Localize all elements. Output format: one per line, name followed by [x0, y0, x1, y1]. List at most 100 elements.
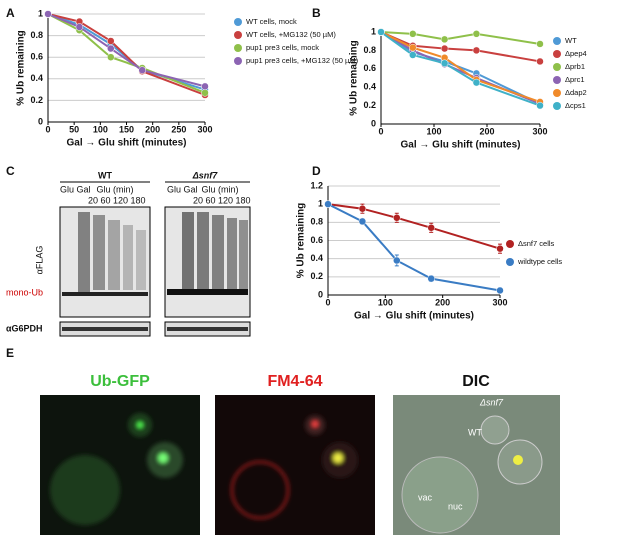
legend-marker [553, 63, 561, 71]
point [393, 214, 401, 222]
y-tick-label: 1 [38, 8, 43, 18]
x-tick-label: 100 [426, 126, 441, 136]
legend-label: pup1 pre3 cells, +MG132 (50 µM) [246, 56, 359, 65]
antibody-label: αFLAG [34, 246, 44, 275]
legend-marker [234, 31, 242, 39]
point [324, 200, 332, 208]
y-tick-label: 1 [371, 26, 376, 36]
panel-label: C [6, 164, 15, 178]
channel-label: FM4-64 [267, 373, 322, 390]
point [44, 10, 52, 18]
antibody-label: αG6PDH [6, 323, 43, 333]
point [440, 59, 449, 68]
point [377, 28, 385, 36]
x-tick-label: 0 [45, 124, 50, 134]
point [138, 66, 146, 74]
point [107, 37, 115, 45]
lane-label: Glu (min) [96, 184, 133, 194]
channel-label: Ub-GFP [90, 373, 150, 390]
point [472, 78, 481, 87]
cells [401, 415, 543, 534]
panel-label: E [6, 346, 14, 360]
x-tick-label: 200 [435, 297, 450, 307]
point [75, 23, 84, 31]
y-axis-label: % Ub remaining [296, 203, 307, 279]
legend-label: WT [565, 36, 577, 45]
point [536, 40, 544, 48]
legend-marker [553, 76, 561, 84]
lane-label: Glu Gal [167, 184, 198, 194]
point [536, 101, 544, 110]
y-tick-label: 0.8 [363, 45, 376, 55]
cell-label: nuc [448, 501, 463, 511]
point [107, 53, 115, 61]
point [107, 44, 115, 53]
blot-bands [62, 212, 248, 296]
legend-marker [234, 18, 242, 26]
y-tick-label: 0.2 [30, 95, 43, 105]
y-tick-label: 0 [318, 289, 323, 299]
point [496, 286, 504, 295]
legend-marker [553, 50, 561, 58]
point [358, 217, 367, 226]
lane-label: Glu (min) [201, 184, 238, 194]
y-tick-label: 0.8 [30, 30, 43, 40]
y-tick-label: 0.4 [310, 253, 323, 263]
x-tick-label: 50 [69, 124, 79, 134]
x-tick-label: 100 [93, 124, 108, 134]
point [472, 46, 481, 55]
point [496, 244, 504, 253]
cells [50, 413, 183, 525]
y-tick-label: 0.4 [363, 82, 376, 92]
legend-marker [234, 57, 242, 65]
y-axis-label: % Ub remaining [16, 30, 27, 106]
y-tick-label: 1.2 [310, 180, 323, 190]
y-tick-label: 0.8 [310, 217, 323, 227]
cell-label: vac [418, 492, 433, 502]
x-tick-label: 300 [532, 126, 547, 136]
point [393, 256, 401, 265]
point [440, 35, 449, 44]
legend-marker [506, 258, 514, 266]
cell-label: Δsnf7 [479, 397, 504, 407]
y-tick-label: 0 [371, 118, 376, 128]
x-tick-label: 0 [378, 126, 383, 136]
legend-label: Δcps1 [565, 101, 586, 110]
y-axis-label: % Ub remaining [349, 40, 360, 116]
legend-marker [553, 37, 561, 45]
point [427, 274, 435, 283]
x-tick-label: 100 [378, 297, 393, 307]
x-tick-label: 300 [492, 297, 507, 307]
y-tick-label: 0 [38, 116, 43, 126]
panel-label: D [312, 164, 321, 178]
legend-marker [234, 44, 242, 52]
loading-band [62, 327, 148, 331]
point [472, 30, 481, 38]
point [536, 57, 544, 66]
point [427, 224, 435, 232]
lane-label: Glu Gal [60, 184, 91, 194]
legend-marker [506, 240, 514, 248]
series-line [47, 13, 206, 88]
legend-label: WT cells, +MG132 (50 µM) [246, 30, 336, 39]
y-tick-label: 0.2 [310, 271, 323, 281]
panel-label: A [6, 6, 15, 20]
x-tick-label: 200 [145, 124, 160, 134]
point [201, 89, 209, 97]
legend-label: Δsnf7 cells [518, 239, 555, 248]
y-tick-label: 0.6 [310, 235, 323, 245]
panel-label: B [312, 6, 321, 20]
y-tick-label: 1 [318, 199, 323, 209]
series-line [327, 203, 501, 250]
x-tick-label: 200 [479, 126, 494, 136]
group-label: WT [98, 170, 112, 180]
legend-label: wildtype cells [517, 257, 562, 266]
x-tick-label: 250 [171, 124, 186, 134]
legend-label: pup1 pre3 cells, mock [246, 43, 319, 52]
channel-label: DIC [462, 373, 490, 390]
x-axis-label: Gal → Glu shift (minutes) [66, 138, 186, 149]
cell-label: WT [468, 427, 482, 437]
point [358, 204, 367, 213]
point [409, 43, 417, 52]
